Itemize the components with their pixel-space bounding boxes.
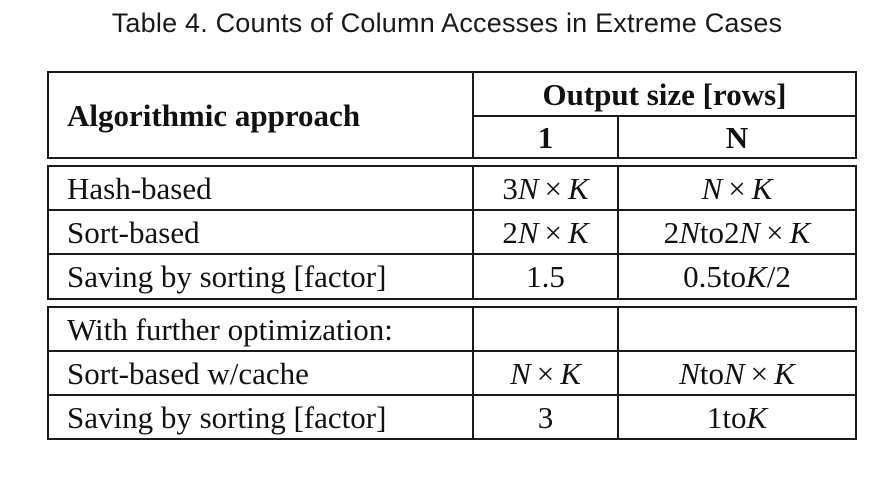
rule-v-mid-header xyxy=(472,71,474,159)
row-value-col-n: N × K xyxy=(701,170,773,206)
row-value-col-1: N × K xyxy=(510,355,581,391)
rule-v-mid-g2 xyxy=(472,306,474,440)
row-value-col-1: 1.5 xyxy=(526,259,565,294)
rule-row2 xyxy=(47,253,857,255)
rule-v-left-header xyxy=(47,71,49,159)
rule-v-mid-g1 xyxy=(472,165,474,300)
row-label: Sort-based xyxy=(67,214,200,250)
row-label: Hash-based xyxy=(67,170,212,206)
row-value-col-1: 3 xyxy=(537,399,554,435)
header-output-size: Output size [rows] xyxy=(542,76,787,112)
rule-v-right-g2 xyxy=(855,306,857,440)
rule-header-mid xyxy=(473,115,857,117)
row-label: Sort-based w/cache xyxy=(67,355,309,391)
row-label: With further optimization: xyxy=(67,311,393,347)
row-label: Saving by sorting [factor] xyxy=(67,259,387,294)
header-col-n: N xyxy=(725,119,749,155)
table-caption: Table 4. Counts of Column Accesses in Ex… xyxy=(111,8,783,38)
rule-group1-top xyxy=(47,165,857,167)
header-col-1: 1 xyxy=(537,119,554,155)
rule-bottom xyxy=(47,438,857,440)
rule-v-left-g1 xyxy=(47,165,49,300)
rule-v-left-g2 xyxy=(47,306,49,440)
rule-v-sub-header xyxy=(617,115,619,159)
row-value-col-1 xyxy=(474,308,617,350)
rule-v-right-g1 xyxy=(855,165,857,300)
rule-group2-top xyxy=(47,306,857,308)
rule-top xyxy=(47,71,857,73)
rule-v-sub-g1 xyxy=(617,165,619,300)
header-approach: Algorithmic approach xyxy=(67,97,361,133)
row-value-col-n xyxy=(619,308,855,350)
rule-v-right-header xyxy=(855,71,857,159)
row-label: Saving by sorting [factor] xyxy=(67,399,387,435)
rule-row4 xyxy=(47,350,857,352)
rule-row5 xyxy=(47,394,857,396)
rule-group1-bottom xyxy=(47,298,857,300)
rule-header-bottom xyxy=(47,157,857,159)
rule-v-sub-g2 xyxy=(617,306,619,440)
rule-row1 xyxy=(47,209,857,211)
